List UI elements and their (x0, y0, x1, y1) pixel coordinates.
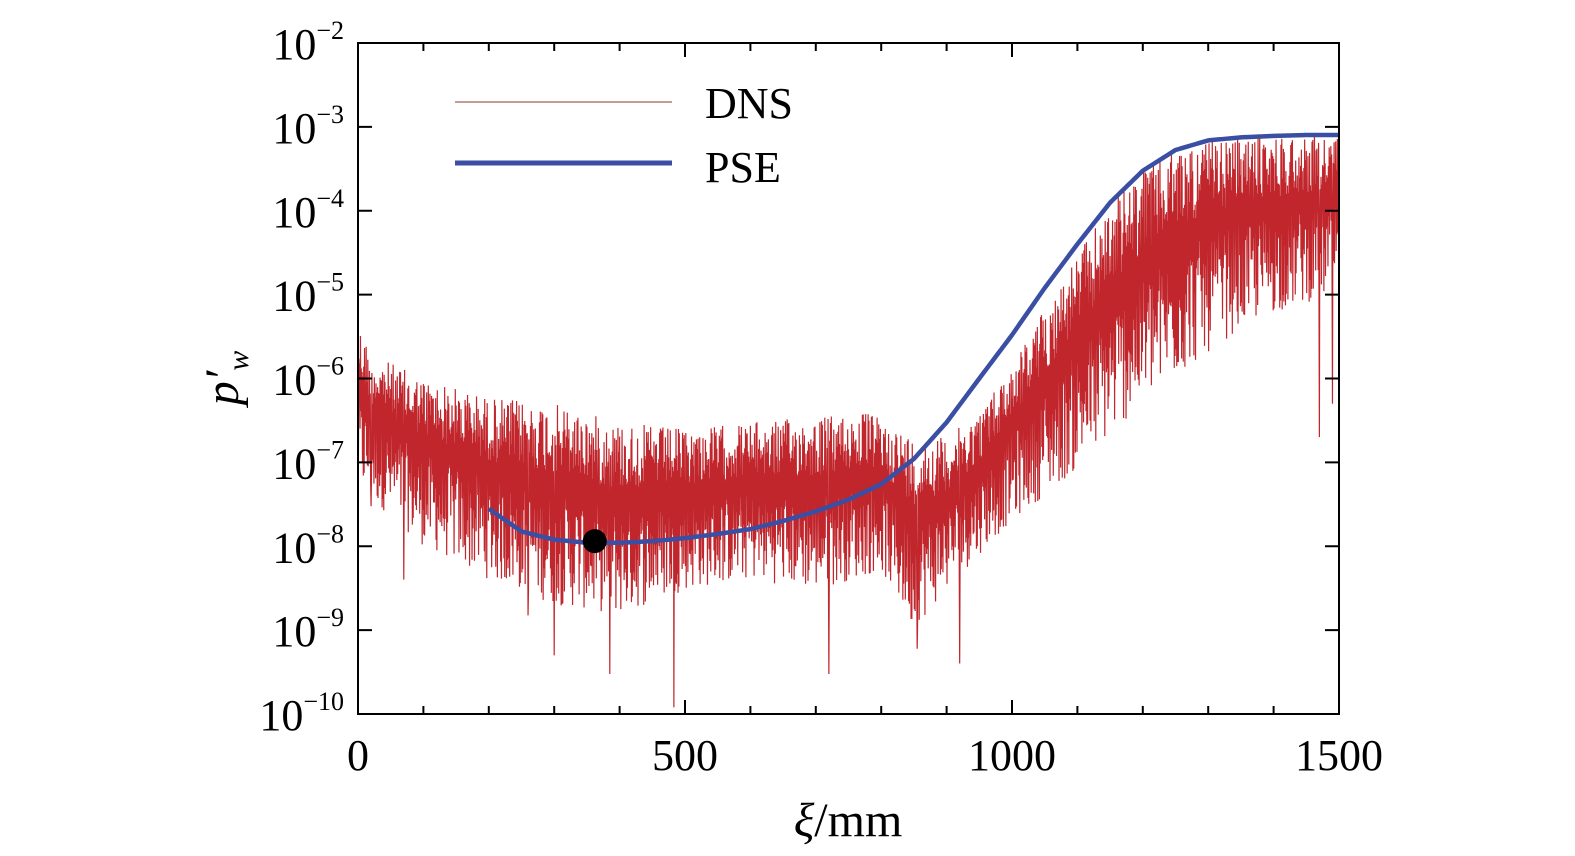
marker-point (582, 529, 607, 554)
y-axis-title: p′w (196, 351, 255, 409)
legend-pse-label: PSE (705, 143, 781, 192)
ticks (357, 42, 1340, 715)
x-tick-label: 500 (652, 731, 718, 780)
y-tick-label: 10−2 (272, 16, 344, 69)
x-tick-label: 0 (347, 731, 369, 780)
y-tick-label: 10−6 (272, 352, 344, 405)
x-tick-labels: 0 500 1000 1500 (347, 731, 1383, 780)
y-tick-label: 10−10 (259, 687, 344, 740)
y-tick-label: 10−3 (272, 100, 344, 153)
svg-text:p′w: p′w (196, 351, 255, 409)
y-tick-labels: 10−2 10−3 10−4 10−5 10−6 10−7 10−8 10−9 10−10 (259, 16, 344, 740)
y-tick-label: 10−7 (272, 435, 344, 488)
x-tick-label: 1500 (1295, 731, 1383, 780)
legend-dns-label: DNS (705, 79, 793, 128)
y-tick-label: 10−5 (272, 268, 344, 321)
series-pse-line (487, 132, 1339, 546)
y-tick-label: 10−4 (272, 184, 344, 237)
series-dns-line (358, 135, 1339, 708)
y-tick-label: 10−8 (272, 519, 344, 572)
x-axis-title: ξ/mm (794, 794, 903, 847)
x-tick-label: 1000 (968, 731, 1056, 780)
y-tick-label: 10−9 (272, 603, 344, 656)
legend: DNS PSE (455, 79, 793, 192)
